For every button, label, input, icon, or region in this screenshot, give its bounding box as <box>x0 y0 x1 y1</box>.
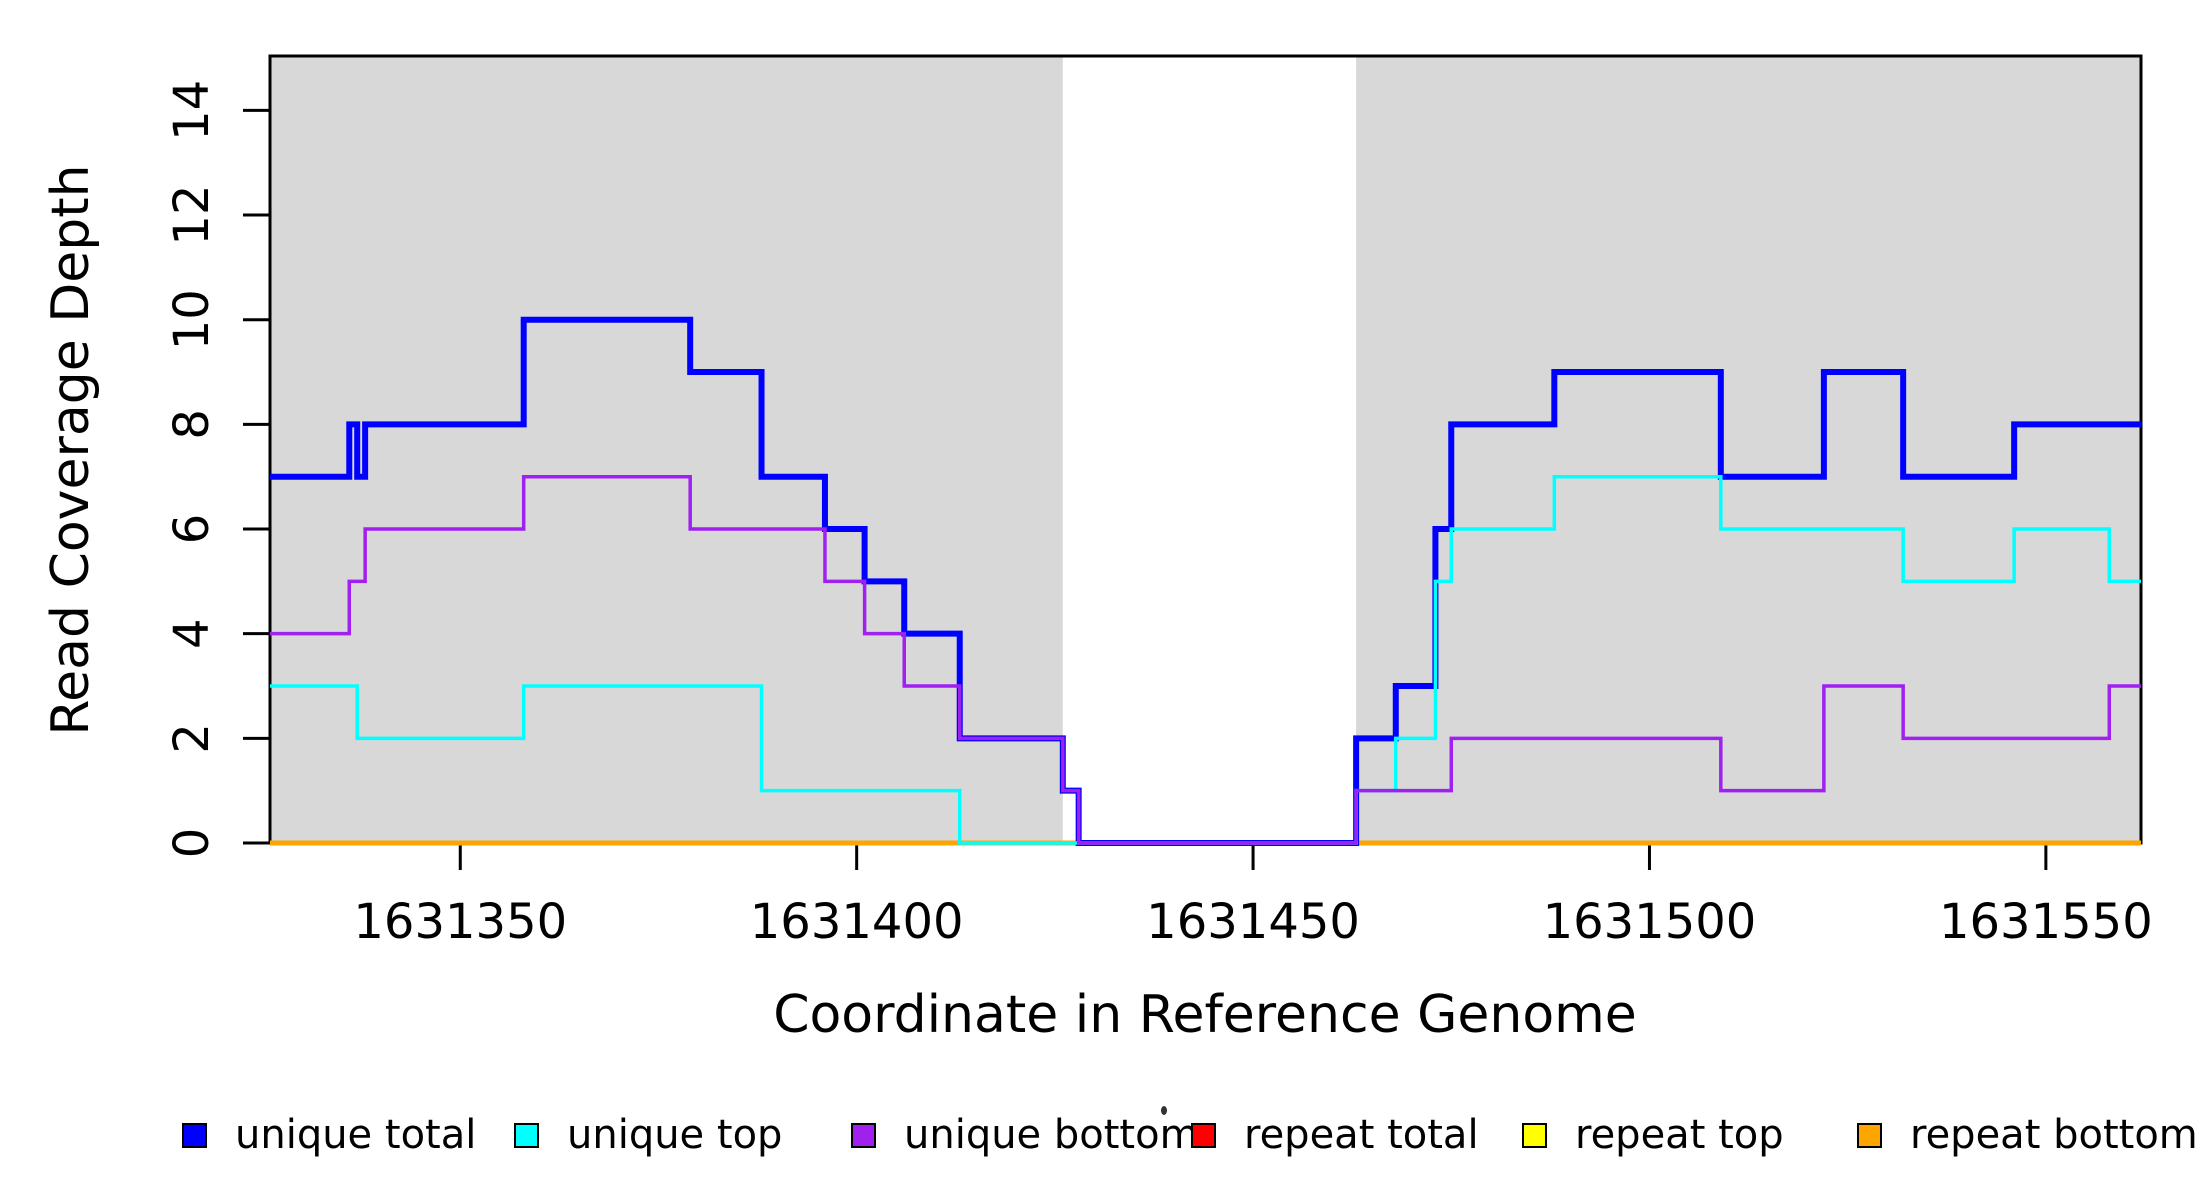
legend-swatch-repeat_top <box>1522 1122 1547 1148</box>
stray-mark-dot <box>1161 1106 1167 1115</box>
legend-swatch-unique_total <box>182 1122 207 1148</box>
y-tick-label: 12 <box>164 185 220 246</box>
legend-swatch-repeat_bottom <box>1857 1122 1882 1148</box>
axis-ticks <box>243 108 2048 870</box>
y-tick-label: 6 <box>164 514 220 545</box>
x-tick-label: 1631450 <box>1146 894 1360 950</box>
coverage-series-lines <box>270 316 2141 846</box>
y-tick-label: 0 <box>164 828 220 859</box>
legend-item-unique_total: unique total <box>182 1112 477 1158</box>
legend-label-unique_bottom: unique bottom <box>904 1112 1199 1158</box>
y-tick-label: 14 <box>164 80 220 141</box>
legend-item-repeat_bottom: repeat bottom <box>1857 1112 2198 1158</box>
y-axis-title: Read Coverage Depth <box>41 164 101 735</box>
y-tick-label: 8 <box>164 409 220 440</box>
legend-label-repeat_top: repeat top <box>1575 1112 1784 1158</box>
y-tick-label: 4 <box>164 618 220 649</box>
x-tick-label: 1631500 <box>1543 894 1757 950</box>
legend-item-unique_bottom: unique bottom <box>851 1112 1199 1158</box>
legend-label-repeat_total: repeat total <box>1244 1112 1479 1158</box>
legend-item-repeat_top: repeat top <box>1522 1112 1784 1158</box>
legend-swatch-unique_bottom <box>851 1122 876 1148</box>
x-tick-label: 1631400 <box>750 894 964 950</box>
legend-item-repeat_total: repeat total <box>1191 1112 1479 1158</box>
shaded-region-0 <box>270 57 1063 843</box>
shaded-region-1 <box>1356 57 2141 843</box>
x-axis-title: Coordinate in Reference Genome <box>773 985 1637 1045</box>
series-unique_bottom-line <box>270 474 2141 845</box>
legend-label-repeat_bottom: repeat bottom <box>1910 1112 2198 1158</box>
legend-swatch-repeat_total <box>1191 1122 1216 1148</box>
legend-swatch-unique_top <box>514 1122 539 1148</box>
legend-item-unique_top: unique top <box>514 1112 783 1158</box>
x-tick-label: 1631550 <box>1939 894 2153 950</box>
y-tick-label: 10 <box>164 289 220 350</box>
legend-label-unique_top: unique top <box>567 1112 783 1158</box>
series-unique_top-line <box>270 474 2141 845</box>
y-tick-label: 2 <box>164 723 220 754</box>
axis-tick-labels: 1631350 1631400 1631450 1631500 1631550 0 2 4 6 8… <box>164 80 2153 950</box>
shaded-unique-regions <box>270 57 2141 843</box>
x-tick-label: 1631350 <box>353 894 567 950</box>
legend-label-unique_total: unique total <box>235 1112 477 1158</box>
